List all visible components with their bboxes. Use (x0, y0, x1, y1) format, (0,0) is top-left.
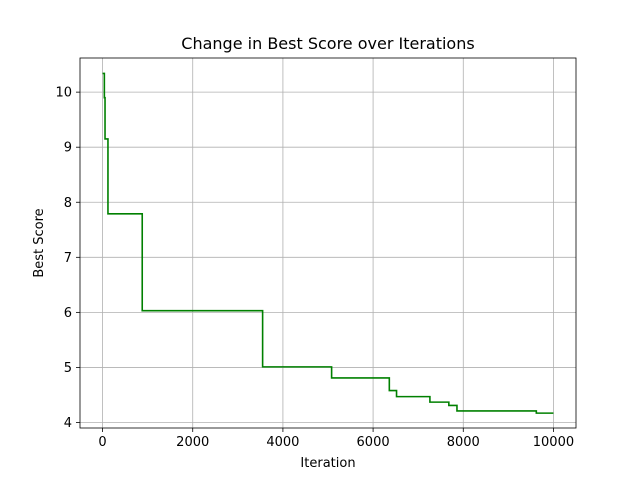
y-tick-label: 5 (64, 361, 72, 376)
plot-frame (80, 58, 576, 428)
series-layer (103, 73, 554, 413)
chart-title: Change in Best Score over Iterations (181, 34, 474, 53)
x-tick-label: 4000 (266, 435, 299, 450)
x-axis-ticks: 0 2000 4000 6000 8000 10000 (98, 428, 574, 450)
x-axis-label: Iteration (300, 456, 355, 471)
x-tick-label: 6000 (357, 435, 390, 450)
y-tick-label: 7 (64, 251, 72, 266)
best-score-line (103, 73, 554, 413)
y-tick-label: 6 (64, 306, 72, 321)
y-axis-label: Best Score (32, 208, 47, 277)
y-tick-label: 8 (64, 196, 72, 211)
grid-lines (80, 58, 576, 428)
y-tick-label: 10 (55, 86, 72, 101)
y-axis-ticks: 4 5 6 7 8 9 10 (55, 86, 80, 431)
y-tick-label: 9 (64, 141, 72, 156)
x-tick-label: 10000 (533, 435, 574, 450)
y-tick-label: 4 (64, 416, 72, 431)
x-tick-label: 2000 (176, 435, 209, 450)
x-tick-label: 0 (98, 435, 106, 450)
x-tick-label: 8000 (447, 435, 480, 450)
